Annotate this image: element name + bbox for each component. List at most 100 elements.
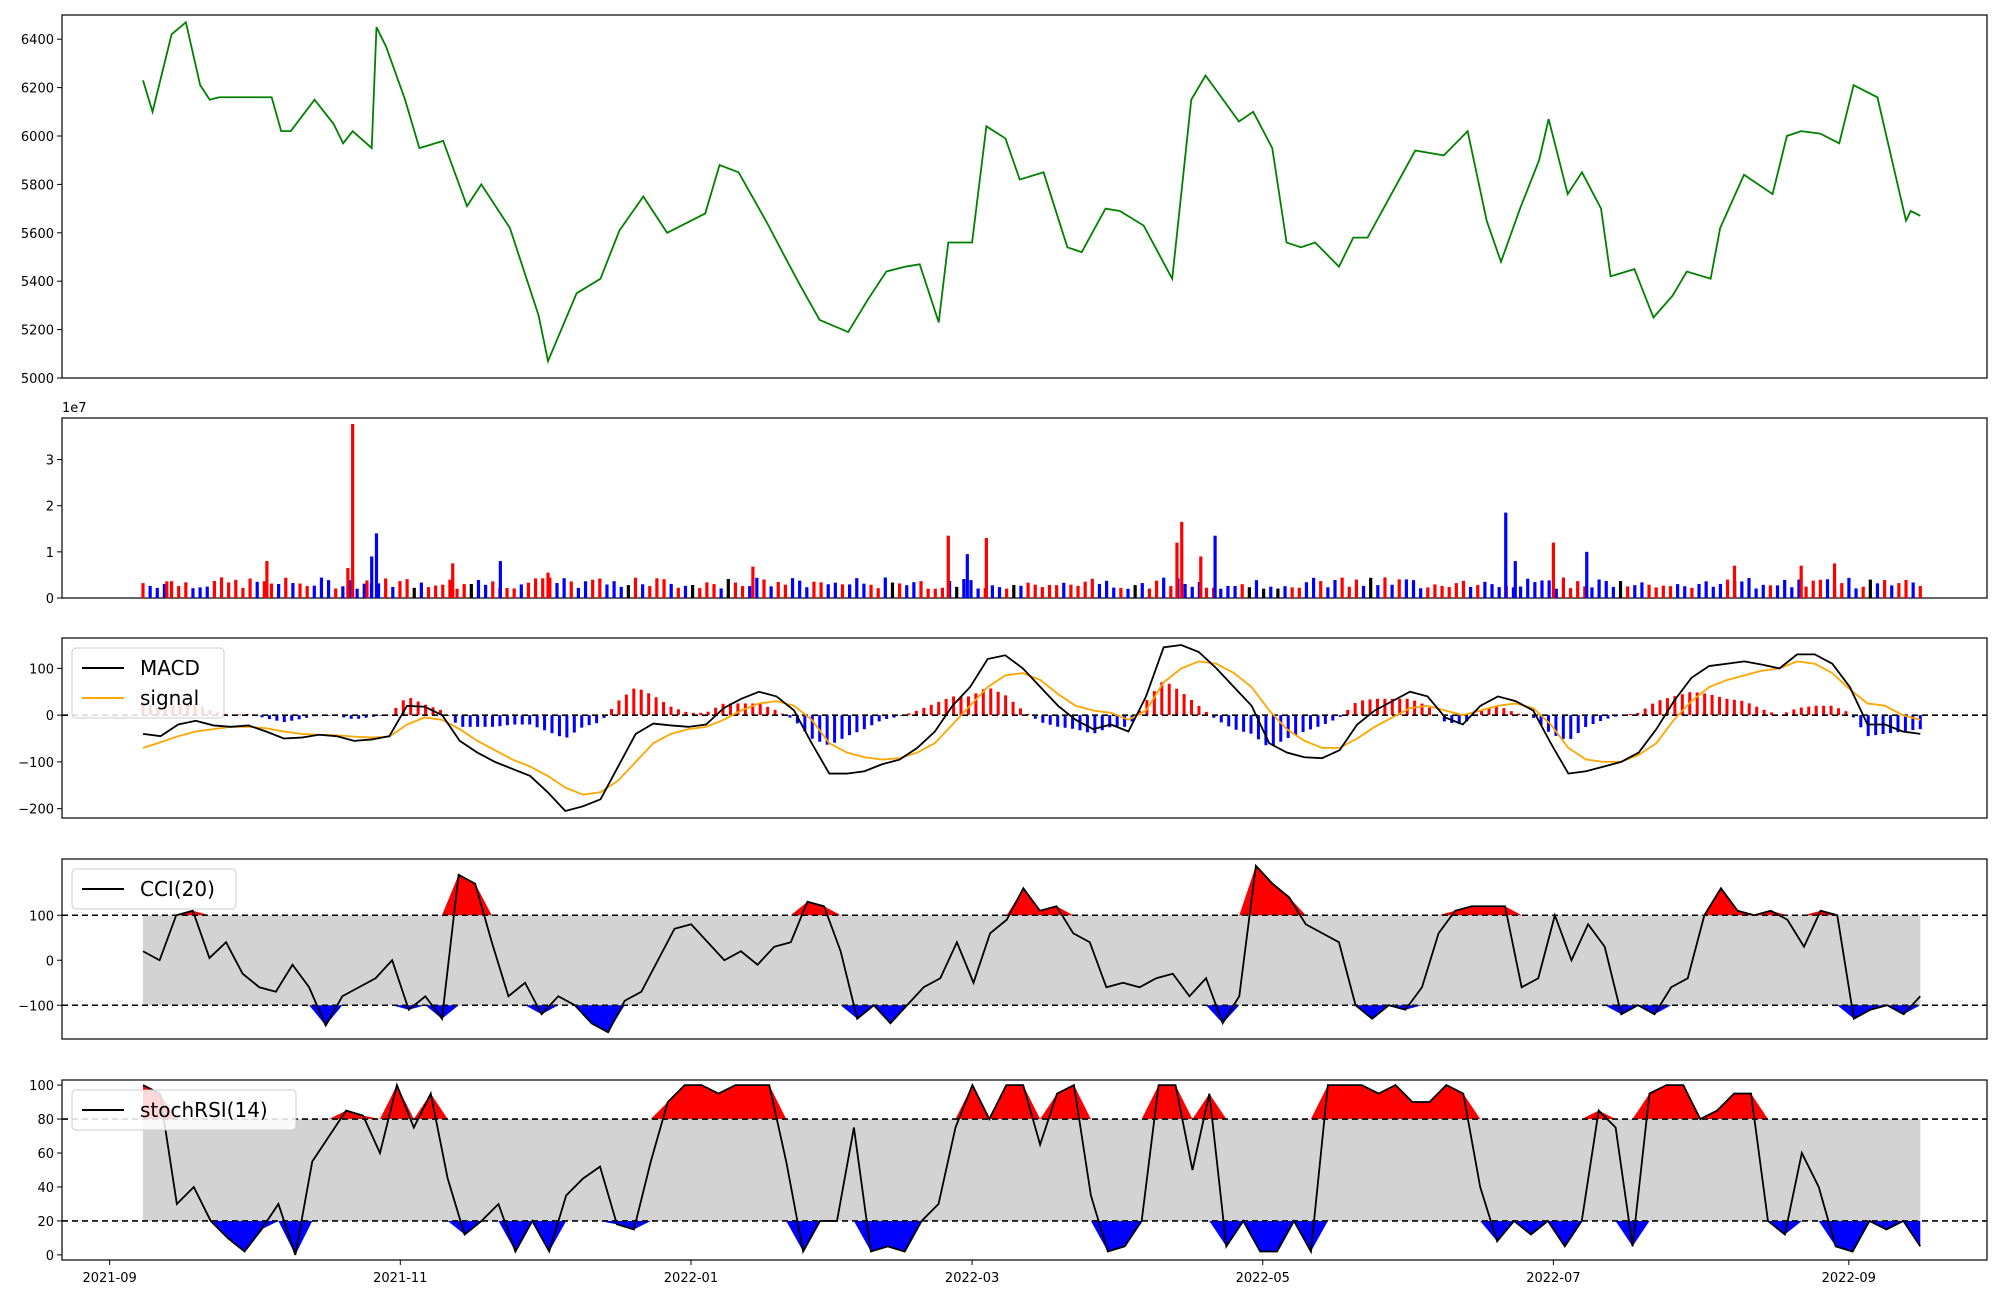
volume-bar (1875, 583, 1880, 598)
macd-histogram-bar (1628, 713, 1632, 716)
volume-bar (419, 582, 423, 598)
volume-bar (1590, 587, 1594, 598)
volume-bar (605, 584, 609, 598)
volume-bar (1711, 586, 1715, 598)
macd-histogram-bar (1405, 698, 1409, 716)
macd-histogram-bar (1695, 692, 1699, 716)
volume-bar (1797, 579, 1801, 598)
volume-bar (1768, 585, 1773, 598)
macd-histogram-bar (424, 704, 428, 716)
volume-bar (883, 577, 887, 598)
volume-bar (1654, 587, 1658, 598)
macd-histogram-bar (1792, 709, 1796, 716)
volume-bar (184, 582, 188, 598)
x-tick-label: 2022-03 (945, 1271, 999, 1286)
volume-bar-peak (451, 563, 455, 598)
volume-bar-peak (1199, 556, 1203, 598)
macd-histogram-bar (260, 715, 264, 718)
macd-histogram-bar (788, 715, 792, 718)
volume-bar (890, 582, 895, 598)
volume-bar (562, 578, 566, 598)
macd-histogram-bar (1212, 715, 1216, 718)
volume-bar (434, 585, 438, 598)
macd-histogram-bar (885, 715, 889, 719)
macd-histogram-bar (513, 715, 517, 725)
macd-histogram-bar (1204, 711, 1208, 716)
macd-histogram-bar (959, 696, 963, 716)
macd-legend (71, 647, 225, 719)
volume-bar (719, 588, 723, 598)
cci-legend (71, 868, 237, 910)
macd-histogram-bar (1651, 703, 1655, 716)
macd-histogram-bar (840, 715, 844, 739)
volume-bar (1469, 586, 1473, 598)
volume-bar (391, 586, 395, 598)
volume-bar (227, 582, 231, 598)
volume-bar (641, 584, 645, 598)
macd-histogram-bar (1160, 682, 1164, 716)
volume-bar (141, 583, 145, 598)
volume-ytick-label: 1 (46, 546, 54, 561)
volume-bar (1761, 584, 1765, 598)
volume-bar (1140, 583, 1144, 598)
volume-bar (740, 586, 745, 598)
macd-histogram-bar (1271, 715, 1275, 746)
price-ytick-label: 5000 (21, 372, 54, 387)
macd-histogram-bar (1539, 715, 1543, 725)
volume-bar (1754, 588, 1758, 598)
stochrsi-line (142, 1082, 1922, 1256)
macd-histogram-bar (1234, 715, 1238, 730)
macd-histogram-bar (290, 715, 294, 721)
volume-bar (755, 577, 759, 598)
volume-bar (412, 587, 416, 598)
volume-bar (969, 580, 973, 598)
volume-bar (326, 580, 331, 598)
macd-histogram-bar (1063, 715, 1067, 728)
macd-histogram-bar (468, 715, 472, 727)
volume-bar (1547, 580, 1551, 598)
macd-histogram-bar (528, 715, 532, 725)
stochrsi-ytick-label: 80 (37, 1113, 54, 1128)
volume-bar (933, 588, 937, 598)
volume-bar-peak (346, 568, 350, 598)
volume-bar (1333, 580, 1337, 598)
volume-bar (426, 587, 431, 598)
macd-histogram-bar (714, 707, 718, 716)
volume-bar (219, 577, 224, 598)
volume-bar (319, 577, 324, 598)
volume-bar-peak (1832, 563, 1837, 598)
volume-bar (248, 578, 252, 598)
volume-bar (405, 579, 409, 598)
macd-histogram-bar (862, 715, 866, 730)
volume-bar (1790, 587, 1794, 598)
macd-histogram-bar (1056, 715, 1060, 727)
volume-bar (1440, 585, 1444, 598)
volume-bar (976, 588, 980, 598)
volume-bar (1226, 585, 1230, 598)
volume-bar (1026, 582, 1030, 598)
macd-histogram-bar (1361, 700, 1365, 716)
macd-histogram-bar (297, 715, 301, 720)
volume-bar (1433, 584, 1437, 598)
macd-histogram-bar (1108, 715, 1112, 728)
macd-histogram-bar (966, 696, 970, 716)
volume-bar (212, 581, 216, 598)
macd-histogram-bar (1591, 715, 1595, 724)
stochrsi-ytick-label: 40 (37, 1181, 54, 1196)
volume-bar (612, 581, 616, 598)
stochrsi-ytick-label: 0 (46, 1249, 54, 1264)
volume-bar (1483, 581, 1487, 598)
volume-bar (541, 578, 545, 598)
macd-histogram-bar (1323, 715, 1327, 724)
macd-histogram-bar (1710, 694, 1714, 716)
volume-bar (355, 588, 359, 598)
volume-bar (1490, 584, 1494, 598)
macd-histogram-bar (379, 715, 383, 716)
volume-bar (683, 585, 688, 598)
macd-histogram-bar (1517, 713, 1521, 716)
macd-histogram-bar (981, 689, 985, 716)
volume-bar (862, 583, 866, 598)
price-ytick-label: 6400 (21, 33, 54, 48)
macd-histogram-bar (543, 715, 547, 731)
